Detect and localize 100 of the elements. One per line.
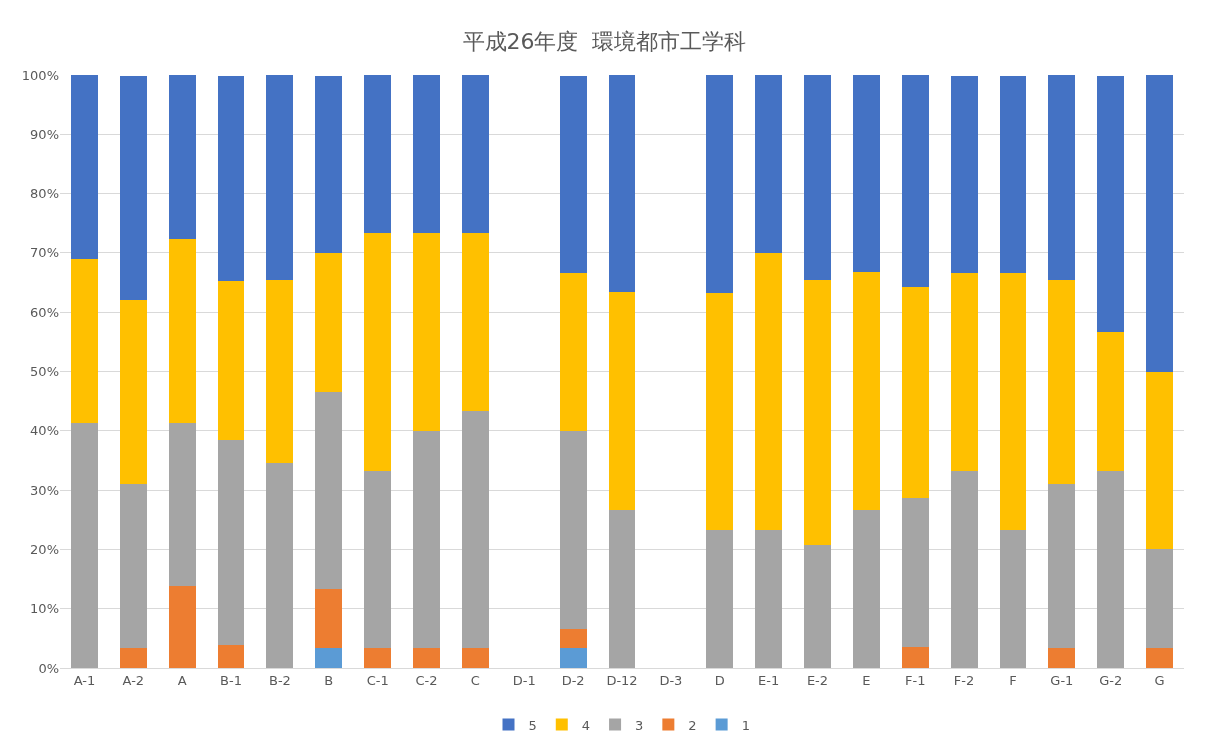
y-tick-label: 60% — [30, 304, 59, 320]
x-tick-label: C-1 — [366, 672, 389, 688]
bar — [559, 628, 587, 649]
bar — [1048, 647, 1076, 668]
bar — [266, 279, 294, 464]
bar — [1097, 75, 1125, 333]
bar — [266, 75, 294, 280]
bar — [364, 233, 392, 471]
bar — [315, 391, 343, 590]
x-tick-label: F-1 — [904, 672, 926, 688]
bar — [559, 75, 587, 274]
bar — [413, 233, 440, 431]
bar — [119, 75, 147, 301]
bar — [119, 300, 147, 485]
bar — [413, 648, 440, 668]
bar — [706, 529, 734, 668]
x-tick-label: C — [470, 672, 480, 688]
x-tick-label: E — [862, 672, 871, 688]
y-tick-label: 80% — [30, 186, 59, 202]
bar — [901, 75, 929, 287]
bar — [217, 75, 245, 281]
bar — [608, 292, 636, 510]
bar — [168, 75, 196, 239]
bar — [1048, 279, 1076, 485]
y-tick-label: 50% — [30, 364, 59, 380]
bar — [608, 75, 636, 293]
bar — [461, 411, 489, 649]
x-tick-label: D-2 — [561, 672, 585, 688]
x-tick-label: E-2 — [806, 672, 829, 688]
bar — [168, 238, 196, 423]
bar — [1048, 484, 1076, 648]
x-tick-label: F — [1009, 672, 1017, 688]
bar — [559, 431, 587, 629]
bar — [71, 258, 98, 423]
bar — [71, 75, 98, 259]
bar — [364, 648, 392, 668]
y-tick-label: 100% — [21, 67, 59, 83]
bar — [901, 286, 929, 499]
chart-title: 平成26年度 環境都市工学科 — [462, 29, 747, 55]
x-tick-label: D-3 — [659, 672, 683, 688]
y-tick-label: 30% — [30, 482, 59, 498]
y-tick-label: 20% — [30, 541, 59, 557]
y-tick-label: 40% — [30, 423, 59, 439]
legend-label: 3 — [635, 717, 644, 733]
x-tick-label: D-12 — [606, 672, 638, 688]
bar — [852, 509, 880, 668]
y-tick-label: 0% — [38, 660, 59, 676]
x-tick-label: F-2 — [953, 672, 975, 688]
bar — [1146, 371, 1173, 550]
bar — [1097, 470, 1125, 668]
y-tick-label: 10% — [30, 601, 59, 617]
x-tick-label: G-2 — [1099, 672, 1123, 688]
bar — [364, 470, 392, 649]
bar — [1048, 75, 1076, 280]
bar — [413, 75, 440, 234]
bar — [119, 484, 147, 648]
legend-label: 1 — [741, 717, 750, 733]
bar — [950, 273, 978, 471]
bar — [608, 509, 636, 668]
x-tick-label: D — [714, 672, 725, 688]
bar — [71, 422, 98, 668]
bar — [217, 440, 245, 646]
x-tick-label: G — [1154, 672, 1165, 688]
bar — [852, 272, 880, 510]
bar — [950, 75, 978, 274]
bar — [706, 75, 734, 293]
bar — [364, 75, 392, 234]
bar — [168, 422, 196, 587]
bar — [559, 273, 587, 432]
bar — [901, 498, 929, 647]
legend-label: 5 — [528, 717, 537, 733]
bar — [315, 589, 343, 649]
x-tick-label: B — [324, 672, 334, 688]
y-tick-label: 70% — [30, 245, 59, 261]
x-tick-label: D-1 — [512, 672, 536, 688]
x-tick-label: B-1 — [220, 672, 242, 688]
bar — [804, 545, 831, 668]
x-tick-label: A-1 — [73, 672, 96, 688]
bar — [706, 292, 734, 530]
x-tick-label: A-2 — [122, 672, 145, 688]
bar — [755, 529, 783, 668]
x-tick-label: B-2 — [268, 672, 291, 688]
x-tick-label: A — [177, 672, 187, 688]
bar — [804, 75, 831, 280]
bar — [1097, 332, 1125, 471]
bar — [755, 252, 783, 530]
x-tick-label: G-1 — [1050, 672, 1074, 688]
bar — [413, 430, 440, 649]
bar — [461, 75, 489, 234]
bar — [461, 233, 489, 412]
bar — [755, 75, 783, 253]
y-tick-label: 90% — [30, 126, 59, 142]
bar — [1146, 549, 1173, 649]
bar — [999, 273, 1027, 530]
x-tick-label: C-2 — [415, 672, 438, 688]
bar — [266, 463, 294, 668]
bar — [901, 646, 929, 668]
bar — [315, 75, 343, 254]
bar — [950, 470, 978, 668]
legend-label: 2 — [688, 717, 697, 733]
